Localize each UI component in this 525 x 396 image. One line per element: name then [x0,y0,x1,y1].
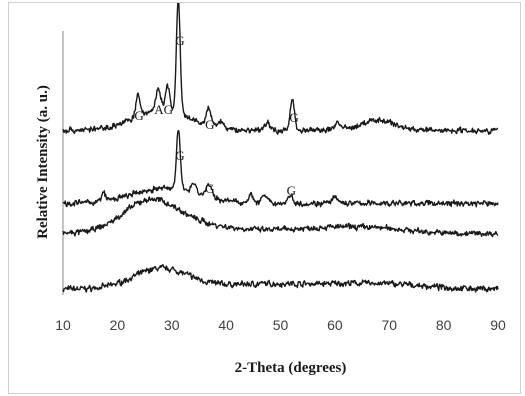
peak-label-5: G [289,110,298,125]
xrd-chart: G G AG G G G G G 10 20 30 40 50 60 70 80 90 2-Theta (de… [35,3,506,376]
x-tick-label-10: 10 [55,317,71,333]
x-tick-label-50: 50 [273,317,289,333]
xrd-traces [62,3,499,293]
peak-label-3: AG [154,102,173,117]
xrd-pattern-3 [62,129,499,208]
peak-labels: G G AG G G G G G [134,33,298,198]
y-axis-title: Relative Intensity (a. u.) [35,85,51,239]
peak-label-4: G [205,117,214,132]
x-tick-label-70: 70 [381,317,397,333]
x-tick-label-30: 30 [164,317,180,333]
x-tick-label-40: 40 [218,317,234,333]
peak-label-6: G [175,148,184,163]
xrd-pattern-1 [62,264,499,293]
x-tick-label-20: 20 [110,317,126,333]
xrd-pattern-4 [62,3,499,136]
x-axis-title: 2-Theta (degrees) [235,360,347,376]
x-tick-labels: 10 20 30 40 50 60 70 80 90 [55,317,506,333]
chart-frame: G G AG G G G G G 10 20 30 40 50 60 70 80 90 2-Theta (de… [8,2,521,394]
x-tick-label-90: 90 [490,317,506,333]
peak-label-7: G [205,181,214,196]
x-tick-label-60: 60 [327,317,343,333]
x-tick-label-80: 80 [436,317,452,333]
peak-label-1: G [175,33,184,48]
xrd-pattern-2 [62,196,499,238]
peak-label-2: G [134,108,143,123]
peak-label-8: G [287,183,296,198]
